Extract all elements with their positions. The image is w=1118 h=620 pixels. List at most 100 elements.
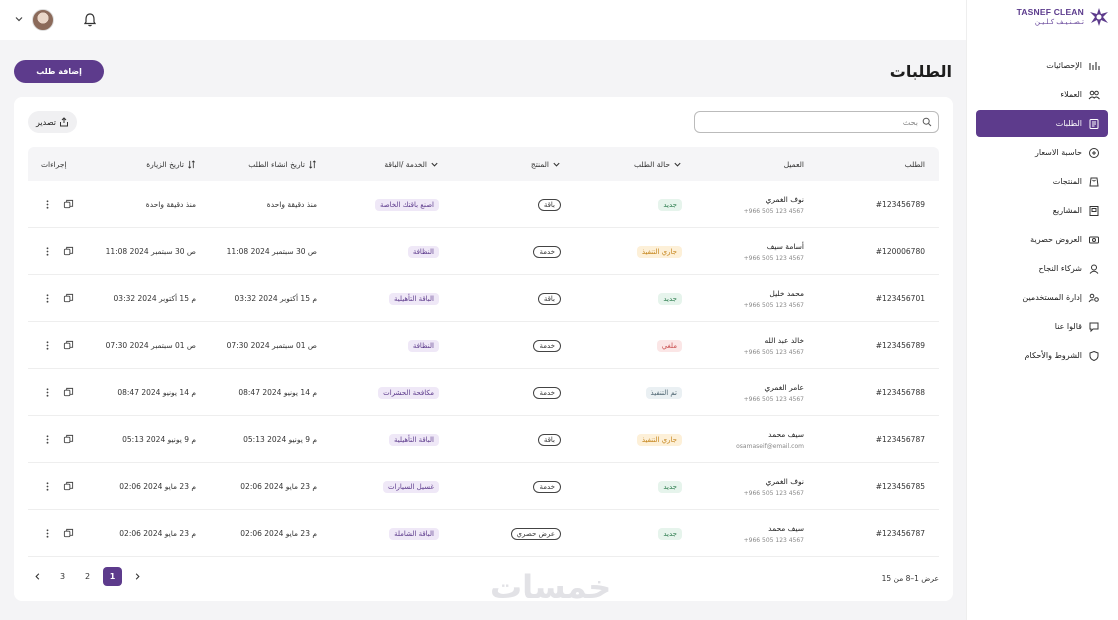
created-date: 07:30 ص 01 سبتمبر 2024 xyxy=(226,341,317,350)
page-button[interactable]: 3 xyxy=(59,572,66,581)
table-row[interactable]: #123456787 سيف محمد +966 505 123 4567 جديد ع… xyxy=(28,510,939,557)
sidebar-nav: الإحصائيات العملاء الطلبات حاسبة الاسعار الم… xyxy=(976,52,1108,371)
table-row[interactable]: #123456788 عامر الغمري +966 505 123 4567 تم… xyxy=(28,369,939,416)
export-button[interactable]: تصدير xyxy=(28,111,77,133)
sidebar-item[interactable]: المشاريع xyxy=(976,197,1108,224)
table-row[interactable]: #123456785 نوف الغمري +966 505 123 4567 جدي… xyxy=(28,463,939,510)
copy-icon[interactable] xyxy=(63,387,74,398)
more-icon[interactable] xyxy=(42,387,53,398)
client-name: محمد خليل xyxy=(769,288,804,298)
copy-icon[interactable] xyxy=(63,293,74,304)
more-icon[interactable] xyxy=(42,528,53,539)
col-created[interactable]: تاريخ انشاء الطلب xyxy=(248,147,317,181)
sidebar-item[interactable]: الإحصائيات xyxy=(976,52,1108,79)
projects-icon xyxy=(1089,205,1099,216)
status-badge: جاري التنفيذ xyxy=(636,433,682,446)
table-row[interactable]: #123456787 سيف محمد osamaseif@email.com جار… xyxy=(28,416,939,463)
table-row[interactable]: #123456701 محمد خليل +966 505 123 4567 جديد… xyxy=(28,275,939,322)
offers-icon xyxy=(1089,236,1099,243)
col-service[interactable]: الخدمة /الباقة xyxy=(384,147,439,181)
page-button[interactable]: 2 xyxy=(84,572,91,581)
client-contact: +966 505 123 4567 xyxy=(743,489,804,497)
page-title: الطلبات xyxy=(889,62,952,81)
sidebar-item-label: المنتجات xyxy=(1052,177,1082,186)
product-badge: باقة xyxy=(537,292,561,305)
service-badge: النظافة xyxy=(407,339,439,352)
sidebar-item[interactable]: حاسبة الاسعار xyxy=(976,139,1108,166)
more-icon[interactable] xyxy=(42,246,53,257)
sidebar-item[interactable]: العملاء xyxy=(976,81,1108,108)
copy-icon[interactable] xyxy=(63,246,74,257)
copy-icon[interactable] xyxy=(63,199,74,210)
col-client: العميل xyxy=(783,159,804,169)
order-id: #123456789 xyxy=(875,200,925,209)
table-row[interactable]: #123456789 نوف الغمري +966 505 123 4567 جدي… xyxy=(28,181,939,228)
col-product[interactable]: المنتج xyxy=(531,147,561,181)
search-placeholder: بحث xyxy=(902,117,918,127)
avatar[interactable] xyxy=(32,9,54,31)
sidebar-item[interactable]: قالوا عنا xyxy=(976,313,1108,340)
sidebar-item[interactable]: إدارة المستخدمين xyxy=(976,284,1108,311)
table-row[interactable]: #120006780 أسامة سيف +966 505 123 4567 جاري… xyxy=(28,228,939,275)
status-badge: ملغي xyxy=(656,339,682,352)
status-badge: جديد xyxy=(658,292,682,305)
visit-date: 03:32 م 15 أكتوبر 2024 xyxy=(113,294,196,303)
sidebar-item[interactable]: المنتجات xyxy=(976,168,1108,195)
row-actions xyxy=(42,481,74,492)
more-icon[interactable] xyxy=(42,199,53,210)
col-visit[interactable]: تاريخ الزيارة xyxy=(146,147,196,181)
calculator-icon xyxy=(1089,147,1099,158)
sidebar-item-label: الإحصائيات xyxy=(1046,61,1082,70)
created-date: منذ دقيقة واحدة xyxy=(266,200,317,209)
copy-icon[interactable] xyxy=(63,481,74,492)
created-date: 05:13 م 9 يونيو 2024 xyxy=(243,435,317,444)
table-row[interactable]: #123456789 خالد عبد الله +966 505 123 4567… xyxy=(28,322,939,369)
more-icon[interactable] xyxy=(42,481,53,492)
chevron-down-icon xyxy=(674,162,681,167)
client-contact: +966 505 123 4567 xyxy=(743,207,804,215)
copy-icon[interactable] xyxy=(63,340,74,351)
client-name: سيف محمد xyxy=(768,523,804,533)
sidebar-item-label: العروض حصرية xyxy=(1030,235,1082,244)
sidebar-item-label: حاسبة الاسعار xyxy=(1035,148,1082,157)
logo-icon xyxy=(1090,8,1108,26)
chevron-left-icon[interactable] xyxy=(28,567,47,586)
more-icon[interactable] xyxy=(42,340,53,351)
visit-date: 07:30 ص 01 سبتمبر 2024 xyxy=(105,341,196,350)
order-id: #123456787 xyxy=(875,435,925,444)
sidebar-item[interactable]: الطلبات xyxy=(976,110,1108,137)
chat-icon xyxy=(1089,322,1099,332)
sidebar-item-label: المشاريع xyxy=(1052,206,1082,215)
sort-icon xyxy=(188,159,195,169)
sidebar-item[interactable]: الشروط والأحكام xyxy=(976,342,1108,369)
order-id: #123456788 xyxy=(875,388,925,397)
page-button[interactable]: 1 xyxy=(103,567,122,586)
sidebar-item-label: الشروط والأحكام xyxy=(1024,351,1082,360)
add-order-button[interactable]: إضافة طلب xyxy=(14,60,104,83)
partners-icon xyxy=(1089,264,1099,274)
chevron-down-icon xyxy=(431,162,438,167)
copy-icon[interactable] xyxy=(63,434,74,445)
pagination: 3 2 1 xyxy=(28,567,147,586)
copy-icon[interactable] xyxy=(63,528,74,539)
bell-icon[interactable] xyxy=(82,12,98,28)
more-icon[interactable] xyxy=(42,293,53,304)
chevron-right-icon[interactable] xyxy=(128,567,147,586)
status-badge: جاري التنفيذ xyxy=(636,245,682,258)
service-badge: الباقة التأهيلية xyxy=(389,292,439,305)
search-input[interactable]: بحث xyxy=(694,111,939,133)
sidebar-item[interactable]: العروض حصرية xyxy=(976,226,1108,253)
orders-icon xyxy=(1089,118,1099,129)
sidebar-item-label: إدارة المستخدمين xyxy=(1022,293,1082,302)
sidebar-item[interactable]: شركاء النجاح xyxy=(976,255,1108,282)
chevron-down-icon[interactable] xyxy=(14,14,24,27)
order-id: #123456789 xyxy=(875,341,925,350)
more-icon[interactable] xyxy=(42,434,53,445)
product-badge: خدمة xyxy=(533,386,561,399)
col-status[interactable]: حالة الطلب xyxy=(634,147,682,181)
sidebar-item-label: شركاء النجاح xyxy=(1038,264,1082,273)
export-icon xyxy=(60,117,68,127)
created-date: 11:08 ص 30 سبتمبر 2024 xyxy=(226,247,317,256)
created-date: 02:06 م 23 مايو 2024 xyxy=(240,482,317,491)
created-date: 03:32 م 15 أكتوبر 2024 xyxy=(234,294,317,303)
